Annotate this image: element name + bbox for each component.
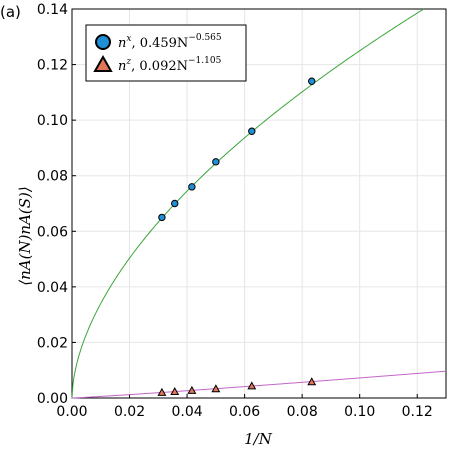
legend-marker-triangle [93,54,113,72]
y-tick-label: 0.06 [37,224,68,240]
panel-label: (a) [0,3,21,21]
fit-curve-1 [71,370,447,399]
series-1-point [247,381,257,390]
y-tick-label: 0.04 [37,280,68,296]
legend-marker-circle [95,34,111,50]
legend: nx, 0.459N−0.565 nz, 0.092N−1.105 [85,24,247,82]
x-tick-label: 0.02 [114,404,145,420]
x-tick-label: 0.04 [171,404,202,420]
x-tick-label: 0.08 [287,404,318,420]
legend-entry-0: nx, 0.459N−0.565 [118,33,222,51]
grid [71,8,446,399]
x-tick-label: 0.12 [402,404,433,420]
series-0-point [171,199,179,208]
x-tick-label: 0.10 [344,404,375,420]
y-tick-label: 0.00 [37,391,68,407]
legend-1-base: n [118,59,126,74]
x-axis-label: 1/N [244,430,273,448]
y-tick-label: 0.02 [37,335,68,351]
series-0-point [308,77,316,85]
legend-0-base: n [118,36,126,51]
series-0-point [188,183,196,191]
legend-box [85,24,247,82]
legend-0-exp: −0.565 [188,33,222,43]
x-tick-label: 0.06 [229,404,260,420]
ticks: 0.00 0.02 0.04 0.06 0.08 0.10 0.12 0.00 0.02 0.04… [37,2,433,420]
series-0-point [248,127,256,135]
fit-curve-0 [71,8,424,399]
y-tick-label: 0.08 [37,169,68,185]
y-axis-label: ⟨nA(N)nA(S)⟩ [16,186,34,286]
series-1-point [211,384,221,393]
y-tick-label: 0.10 [37,113,68,129]
series-0-point [212,158,220,166]
legend-1-base-sup: z [125,57,131,67]
y-tick-label: 0.12 [37,58,68,74]
series-0-point [158,213,166,222]
legend-entry-1: nz, 0.092N−1.105 [118,56,222,74]
data-points [157,77,317,396]
series-1-point [187,385,197,394]
series-1-point [170,386,180,395]
plot-frame [71,8,447,399]
legend-1-exp: −1.105 [188,56,222,66]
series-1-point [157,387,167,396]
y-tick-label: 0.14 [37,2,68,18]
legend-0-base-sup: x [126,34,131,44]
legend-0-coef: , 0.459N [131,36,188,51]
legend-1-coef: , 0.092N [131,59,188,74]
fit-curves [71,8,447,399]
x-tick-label: 0.00 [56,404,87,420]
series-1-point [307,377,317,386]
